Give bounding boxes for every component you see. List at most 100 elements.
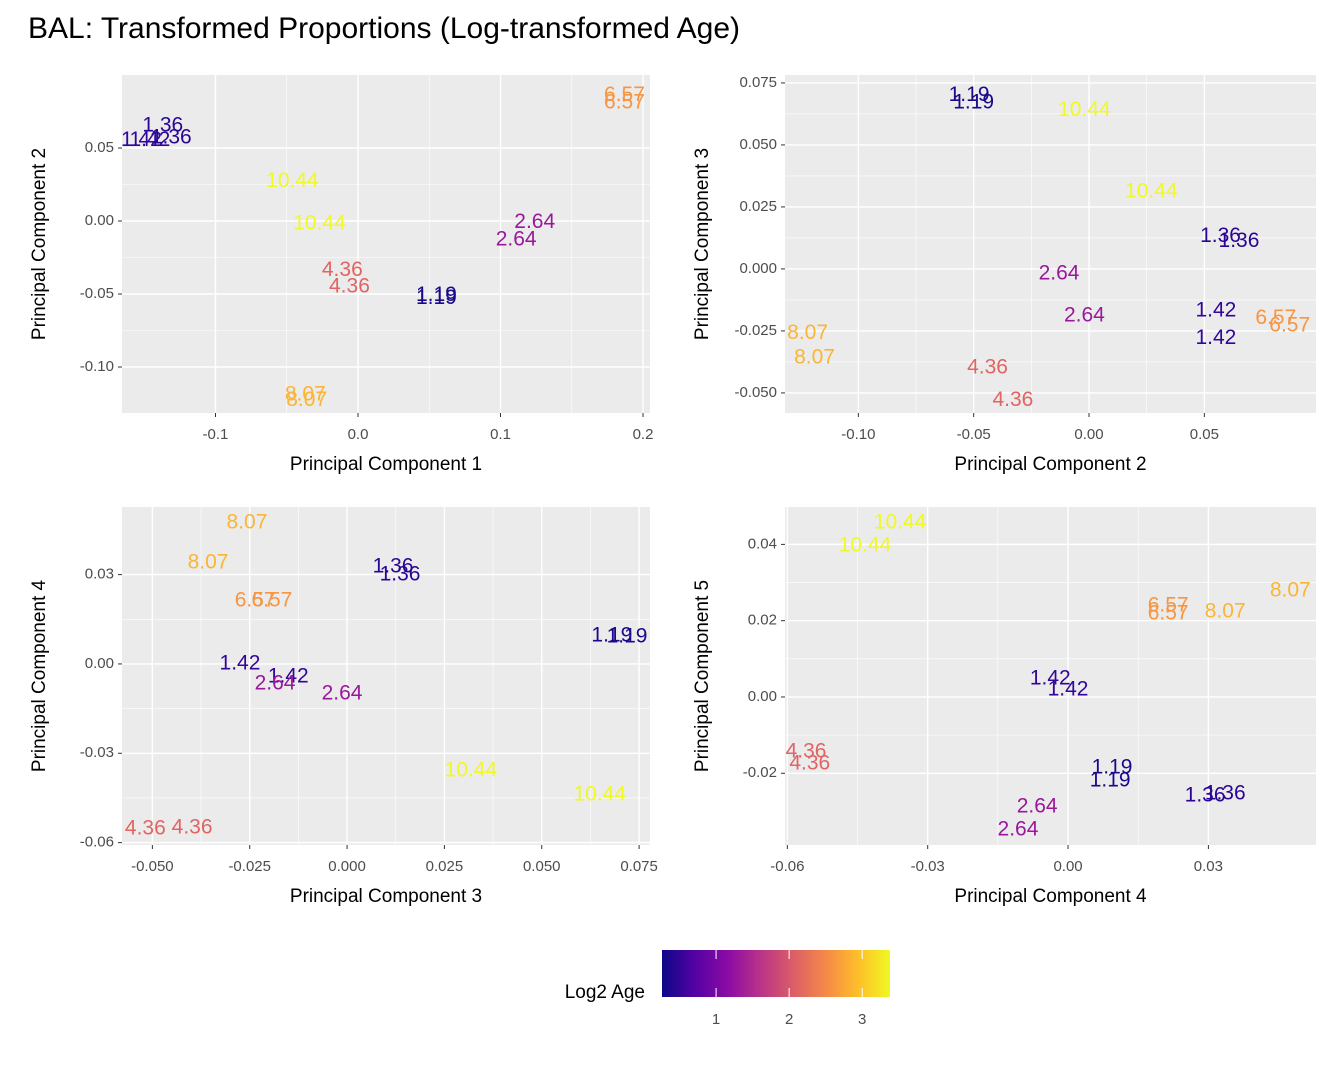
- x-tick-label: 0.000: [328, 858, 366, 875]
- colorbar-tick-label: 1: [712, 1011, 720, 1028]
- x-tick-label: 0.050: [523, 858, 561, 875]
- point-label: 1.19: [416, 283, 457, 306]
- colorbar-tick-label: 2: [785, 1011, 793, 1028]
- x-tick-label: -0.1: [203, 426, 229, 443]
- point-label: 2.64: [998, 818, 1039, 841]
- y-tick-label: 0.04: [748, 535, 777, 552]
- x-axis-title: Principal Component 1: [290, 454, 482, 475]
- point-label: 1.19: [416, 286, 457, 309]
- x-tick-label: -0.05: [957, 426, 991, 443]
- y-axis-title: Principal Component 2: [29, 148, 50, 340]
- y-tick-label: -0.06: [80, 834, 114, 851]
- x-axis-title: Principal Component 2: [954, 454, 1146, 475]
- point-label: 2.64: [1039, 261, 1080, 284]
- point-label: 8.07: [1270, 578, 1311, 601]
- y-tick-label: 0.000: [739, 260, 777, 277]
- point-label: 8.07: [787, 321, 828, 344]
- point-label: 2.64: [1017, 794, 1058, 817]
- points: 6.576.57 1.361.361.421.42 10.44 10.44 2.642.…: [121, 83, 645, 411]
- point-label: 1.42: [129, 128, 170, 151]
- point-label: 2.64: [1064, 304, 1105, 327]
- point-label: 1.19: [1090, 768, 1131, 791]
- point-label: 1.19: [949, 83, 990, 106]
- x-tick-label: 0.0: [348, 426, 369, 443]
- point-label: 6.57: [235, 588, 276, 611]
- point-label: 1.36: [1205, 781, 1246, 804]
- point-label: 10.44: [293, 211, 346, 234]
- point-label: 1.36: [1185, 784, 1226, 807]
- colorbar: [662, 950, 890, 997]
- point-label: 8.07: [227, 511, 268, 534]
- point-label: 1.36: [1200, 224, 1241, 247]
- y-tick-label: 0.00: [85, 212, 114, 229]
- y-axis-title: Principal Component 4: [29, 579, 50, 772]
- point-label: 1.42: [1195, 299, 1236, 322]
- point-label: 4.36: [329, 274, 370, 297]
- panel-background: [785, 75, 1316, 413]
- point-label: 8.07: [285, 382, 326, 405]
- point-label: 6.57: [1255, 306, 1296, 329]
- point-label: 10.44: [1058, 98, 1111, 121]
- point-label: 4.36: [172, 816, 213, 839]
- panel: -0.050 -0.025 0.000 0.025 0.050 0.075 0.03 0.00…: [29, 507, 658, 907]
- points: 1.191.19 10.44 10.44 1.361.36 2.64 2.64 1.42 1.…: [787, 83, 1310, 411]
- x-tick-label: 0.075: [620, 858, 658, 875]
- point-label: 6.57: [1269, 314, 1310, 337]
- x-tick-label: 0.05: [1190, 426, 1219, 443]
- point-label: 8.07: [188, 551, 229, 574]
- point-label: 1.36: [380, 562, 421, 585]
- panel: -0.10 -0.05 0.00 0.05 0.075 0.050 0.025 0.000 -0…: [692, 74, 1316, 475]
- point-label: 1.19: [953, 90, 994, 113]
- point-label: 1.42: [1195, 326, 1236, 349]
- x-tick-label: 0.00: [1053, 858, 1082, 875]
- x-axis-title: Principal Component 4: [954, 886, 1147, 907]
- point-label: 2.64: [514, 210, 555, 233]
- y-tick-label: 0.00: [85, 655, 114, 672]
- y-tick-label: 0.00: [748, 688, 777, 705]
- points: 8.07 8.07 1.361.36 6.576.57 1.191.19 1.42 1.42…: [125, 511, 648, 840]
- point-label: 2.64: [322, 682, 363, 705]
- y-tick-label: -0.050: [734, 384, 777, 401]
- x-tick-label: -0.025: [228, 858, 271, 875]
- y-tick-label: -0.05: [80, 285, 114, 302]
- point-label: 4.36: [786, 739, 827, 762]
- point-label: 4.36: [789, 752, 830, 775]
- point-label: 6.57: [604, 90, 645, 113]
- point-label: 6.57: [251, 588, 292, 611]
- point-label: 6.57: [1148, 601, 1189, 624]
- y-tick-label: 0.03: [85, 566, 114, 583]
- y-tick-label: -0.10: [80, 358, 114, 375]
- point-label: 10.44: [874, 511, 927, 534]
- point-label: 1.36: [151, 125, 192, 148]
- point-label: 4.36: [967, 356, 1008, 379]
- point-label: 1.19: [1092, 755, 1133, 778]
- point-label: 10.44: [573, 783, 626, 806]
- point-label: 1.36: [1219, 229, 1260, 252]
- point-label: 1.42: [121, 128, 162, 151]
- panel-background: [122, 75, 650, 413]
- y-tick-label: 0.075: [739, 74, 777, 91]
- point-label: 1.36: [142, 114, 183, 137]
- y-tick-label: -0.025: [734, 322, 777, 339]
- point-label: 4.36: [992, 388, 1033, 411]
- x-tick-label: 0.1: [490, 426, 511, 443]
- y-tick-label: -0.03: [80, 744, 114, 761]
- point-label: 6.57: [604, 83, 645, 106]
- x-tick-label: 0.2: [633, 426, 654, 443]
- panel: -0.06 -0.03 0.00 0.03 0.04 0.02 0.00 -0.02 Princ…: [692, 507, 1316, 907]
- point-label: 10.44: [266, 169, 319, 192]
- point-label: 4.36: [125, 816, 166, 839]
- point-label: 1.42: [1030, 667, 1071, 690]
- y-axis-title: Principal Component 3: [692, 148, 713, 340]
- y-axis-title: Principal Component 5: [692, 580, 713, 772]
- colorbar-title: Log2 Age: [565, 982, 645, 1003]
- panel-background: [122, 507, 650, 845]
- point-label: 10.44: [445, 758, 498, 781]
- panel: -0.1 0.0 0.1 0.2 0.05 0.00 -0.05 -0.10 Principal…: [29, 75, 653, 475]
- y-tick-label: 0.02: [748, 612, 777, 629]
- point-label: 1.42: [1048, 678, 1089, 701]
- x-tick-label: -0.10: [841, 426, 875, 443]
- x-tick-label: -0.06: [770, 858, 804, 875]
